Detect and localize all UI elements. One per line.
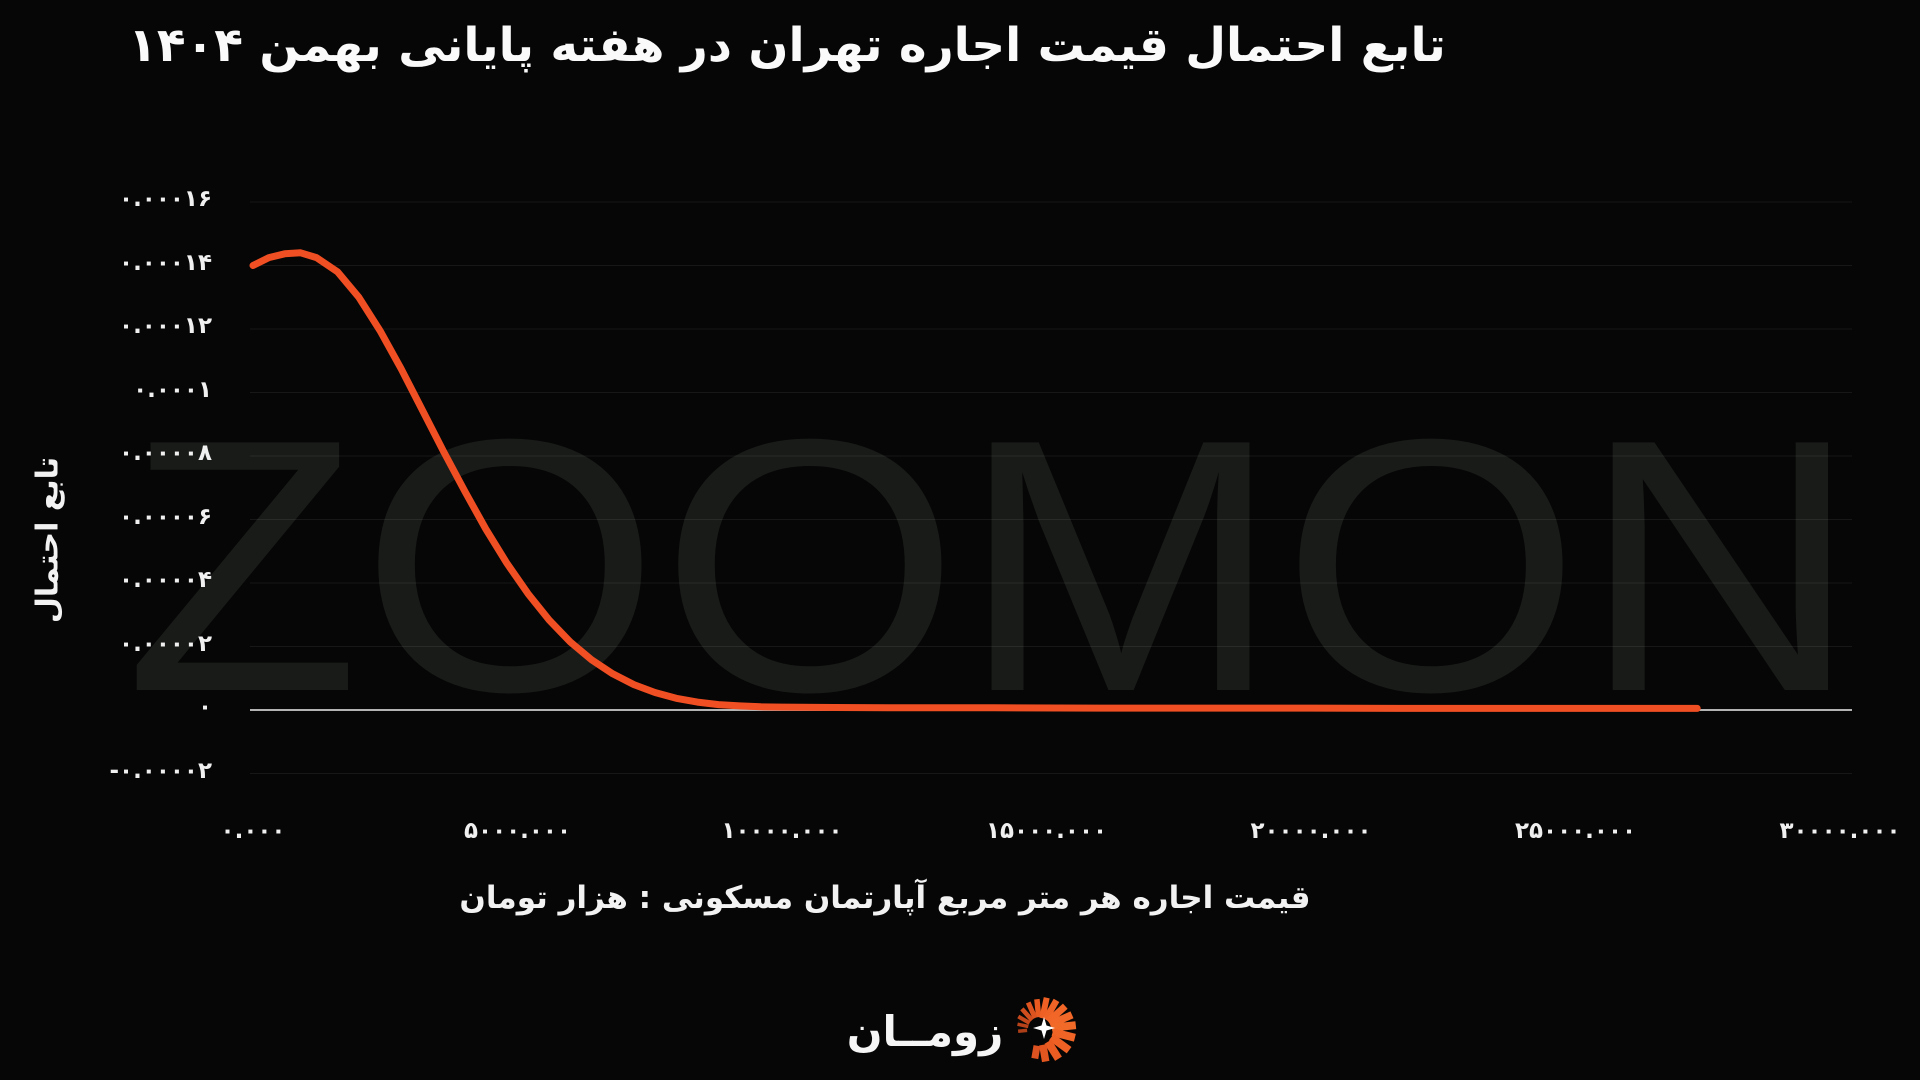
zoomon-logo-text: زومــان xyxy=(846,1007,1004,1056)
x-tick-label: ۱۵۰۰۰.۰۰۰ xyxy=(985,818,1108,844)
logo-ray xyxy=(1039,1044,1050,1063)
y-tick-label: ۰.۰۰۰۱ xyxy=(133,376,212,403)
zoomon-logo: زومــان xyxy=(810,985,1110,1075)
logo-ray xyxy=(1051,1028,1076,1042)
y-tick-label: ۰.۰۰۰۰۲ xyxy=(119,630,212,657)
x-tick-label: ۲۰۰۰۰.۰۰۰ xyxy=(1250,818,1372,844)
logo-ray xyxy=(1048,1011,1074,1028)
logo-ray xyxy=(1048,1033,1072,1054)
logo-ray xyxy=(1051,1021,1077,1032)
y-tick-label: ۰.۰۰۰۱۴ xyxy=(119,249,212,276)
x-tick-label: ۳۰۰۰۰.۰۰۰ xyxy=(1779,818,1901,844)
logo-ray xyxy=(1044,1039,1062,1061)
x-tick-label: ۰.۰۰۰ xyxy=(220,818,286,844)
watermark-text: ZOOMON xyxy=(125,365,1860,767)
logo-ray xyxy=(1034,998,1042,1018)
x-axis-title: قیمت اجاره هر متر مربع آپارتمان مسکونی :… xyxy=(459,880,1311,916)
y-tick-label: ۰.۰۰۰۰۴ xyxy=(119,567,212,593)
y-axis-title: تابع احتمال xyxy=(30,456,66,624)
chart-title: تابع احتمال قیمت اجاره تهران در هفته پای… xyxy=(128,18,1446,73)
logo-ray xyxy=(1025,1001,1038,1020)
y-tick-label: ۰.۰۰۰۱۲ xyxy=(119,313,212,339)
logo-star-icon xyxy=(1033,1017,1055,1039)
y-tick-label: ۰.۰۰۰۱۶ xyxy=(119,186,212,212)
logo-ray xyxy=(1031,1045,1041,1060)
zoomon-logo-icon xyxy=(1017,997,1077,1063)
logo-ray xyxy=(1039,997,1050,1019)
logo-ray xyxy=(1017,1022,1029,1029)
logo-ray xyxy=(1042,998,1060,1022)
x-tick-label: ۱۰۰۰۰.۰۰۰ xyxy=(721,818,843,844)
x-tick-label: ۲۵۰۰۰.۰۰۰ xyxy=(1514,818,1637,844)
y-tick-label: ۰.۰۰۰۰۶ xyxy=(119,503,212,530)
logo-ray xyxy=(1020,1007,1034,1022)
density-curve xyxy=(249,249,1701,712)
logo-ray xyxy=(1045,1003,1068,1025)
y-tick-label: ۰.۰۰۰۰۸ xyxy=(119,440,212,466)
logo-ray xyxy=(1017,1014,1031,1025)
x-tick-label: ۵۰۰۰.۰۰۰ xyxy=(463,818,572,844)
y-tick-label: -۰.۰۰۰۰۲ xyxy=(109,757,212,784)
logo-ray xyxy=(1017,1028,1028,1034)
y-tick-label: ۰ xyxy=(197,694,212,720)
